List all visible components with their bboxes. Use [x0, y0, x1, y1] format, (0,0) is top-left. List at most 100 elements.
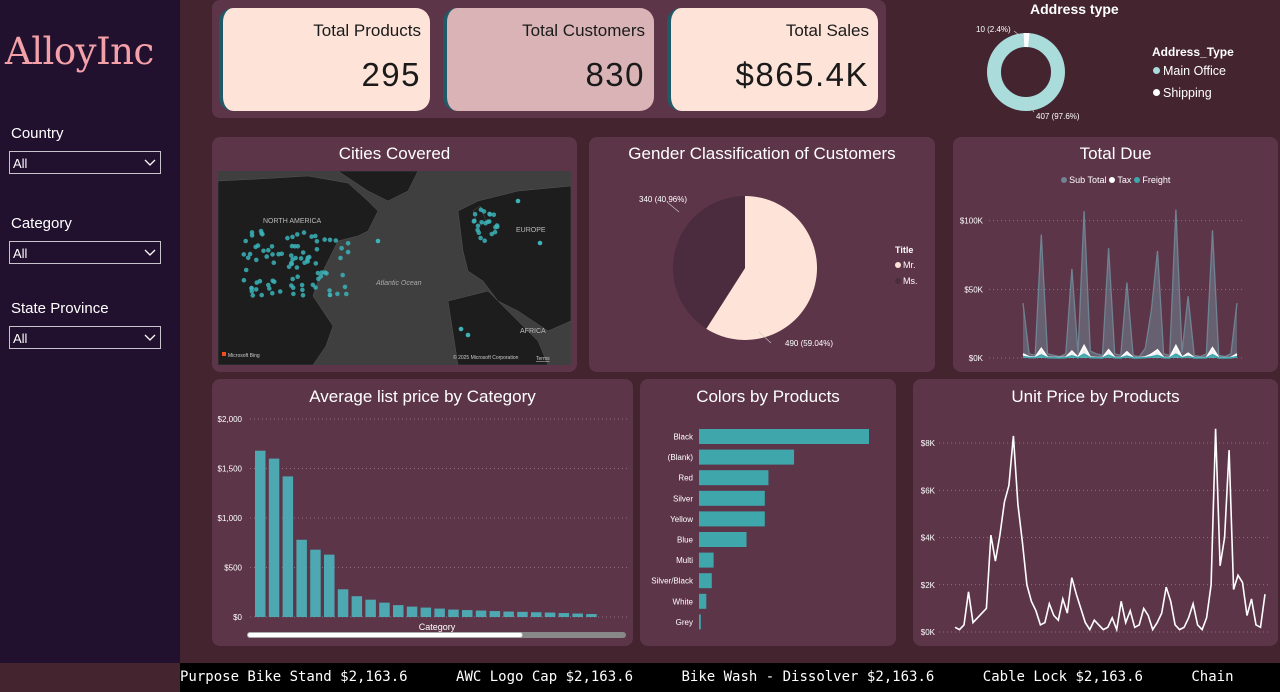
city-marker[interactable] [465, 332, 471, 338]
ticker-item[interactable]: Bike Wash - Dissolver $2,163.6 [681, 669, 935, 685]
unit-price-line[interactable] [954, 428, 1266, 633]
country-filter-dropdown[interactable]: All [9, 151, 161, 174]
city-marker[interactable] [333, 238, 339, 243]
bar[interactable] [558, 613, 570, 617]
city-marker[interactable] [255, 243, 261, 248]
ticker-item[interactable]: AWC Logo Cap $2,163.6 [456, 669, 634, 685]
city-marker[interactable] [310, 282, 316, 288]
city-marker[interactable] [335, 291, 340, 297]
city-marker[interactable] [298, 256, 304, 261]
city-marker[interactable] [485, 219, 491, 224]
city-marker[interactable] [270, 252, 275, 257]
bar[interactable] [393, 605, 404, 617]
city-marker[interactable] [289, 253, 294, 258]
city-marker[interactable] [241, 277, 247, 283]
city-marker[interactable] [322, 237, 327, 242]
city-marker[interactable] [375, 238, 381, 244]
bar[interactable] [517, 611, 528, 617]
city-marker[interactable] [305, 259, 310, 264]
map-terms-link[interactable]: Terms [536, 356, 550, 362]
bar[interactable] [337, 589, 349, 617]
legend-label[interactable]: Tax [1117, 175, 1132, 185]
city-marker[interactable] [478, 207, 484, 212]
bar[interactable] [406, 606, 418, 617]
state-filter-dropdown[interactable]: All [9, 326, 161, 349]
city-marker[interactable] [345, 241, 351, 246]
bar[interactable] [699, 429, 869, 444]
city-marker[interactable] [342, 284, 348, 290]
bar[interactable] [699, 532, 747, 547]
city-marker[interactable] [313, 261, 319, 266]
city-marker[interactable] [243, 267, 249, 273]
legend-label[interactable]: Sub Total [1069, 175, 1107, 185]
line-sub-total[interactable] [1022, 209, 1238, 358]
city-marker[interactable] [515, 198, 521, 204]
bar[interactable] [699, 573, 712, 589]
city-marker[interactable] [458, 326, 464, 332]
city-marker[interactable] [270, 290, 275, 296]
city-marker[interactable] [327, 237, 333, 243]
city-marker[interactable] [345, 249, 351, 255]
ticker-item[interactable]: Purpose Bike Stand $2,163.6 [180, 669, 408, 685]
city-marker[interactable] [277, 289, 283, 294]
city-marker[interactable] [301, 230, 307, 235]
city-marker[interactable] [253, 287, 259, 292]
city-marker[interactable] [266, 282, 271, 288]
bar[interactable] [475, 610, 487, 617]
bar[interactable] [503, 611, 514, 617]
address-legend-item[interactable]: Shipping [1153, 86, 1212, 100]
city-marker[interactable] [493, 224, 498, 230]
city-marker[interactable] [300, 250, 306, 255]
bar[interactable] [544, 612, 556, 617]
bar[interactable] [699, 593, 707, 609]
city-marker[interactable] [476, 230, 482, 235]
city-marker[interactable] [291, 291, 296, 297]
city-marker[interactable] [250, 293, 256, 298]
city-marker[interactable] [290, 285, 296, 290]
city-marker[interactable] [258, 228, 264, 234]
bar[interactable] [699, 511, 765, 527]
bar[interactable] [365, 599, 376, 617]
city-marker[interactable] [340, 272, 345, 278]
city-marker[interactable] [294, 265, 300, 270]
city-marker[interactable] [339, 245, 344, 251]
scrollbar-thumb[interactable] [247, 632, 523, 638]
bar[interactable] [699, 614, 701, 630]
donut-slice-main-office[interactable] [987, 33, 1065, 111]
gender-legend-item[interactable]: Ms. [895, 276, 918, 286]
city-marker[interactable] [264, 254, 269, 259]
city-marker[interactable] [295, 274, 300, 279]
city-marker[interactable] [269, 244, 275, 249]
city-marker[interactable] [247, 251, 253, 257]
city-marker[interactable] [286, 264, 292, 270]
bar[interactable] [324, 554, 335, 617]
city-marker[interactable] [309, 234, 314, 239]
bar[interactable] [448, 609, 459, 617]
bar[interactable] [282, 476, 294, 617]
city-marker[interactable] [270, 278, 275, 284]
city-marker[interactable] [338, 255, 343, 261]
bar[interactable] [296, 539, 307, 617]
area-sub-total[interactable] [1023, 209, 1237, 358]
city-marker[interactable] [249, 286, 254, 291]
city-marker[interactable] [492, 229, 498, 235]
city-marker[interactable] [327, 292, 333, 298]
line-freight[interactable] [1022, 353, 1238, 359]
city-marker[interactable] [285, 235, 290, 241]
city-marker[interactable] [313, 233, 318, 239]
city-marker[interactable] [318, 274, 324, 279]
city-marker[interactable] [475, 223, 481, 229]
bar[interactable] [268, 458, 280, 617]
city-marker[interactable] [267, 286, 272, 291]
city-marker[interactable] [478, 235, 483, 241]
city-marker[interactable] [299, 282, 305, 288]
city-markers[interactable] [241, 198, 543, 338]
city-marker[interactable] [472, 211, 478, 217]
city-marker[interactable] [300, 287, 305, 293]
city-marker[interactable] [288, 260, 294, 266]
city-marker[interactable] [537, 240, 543, 246]
city-marker[interactable] [245, 255, 251, 261]
bar[interactable] [489, 611, 501, 617]
bar[interactable] [351, 596, 363, 617]
bar[interactable] [462, 610, 473, 617]
